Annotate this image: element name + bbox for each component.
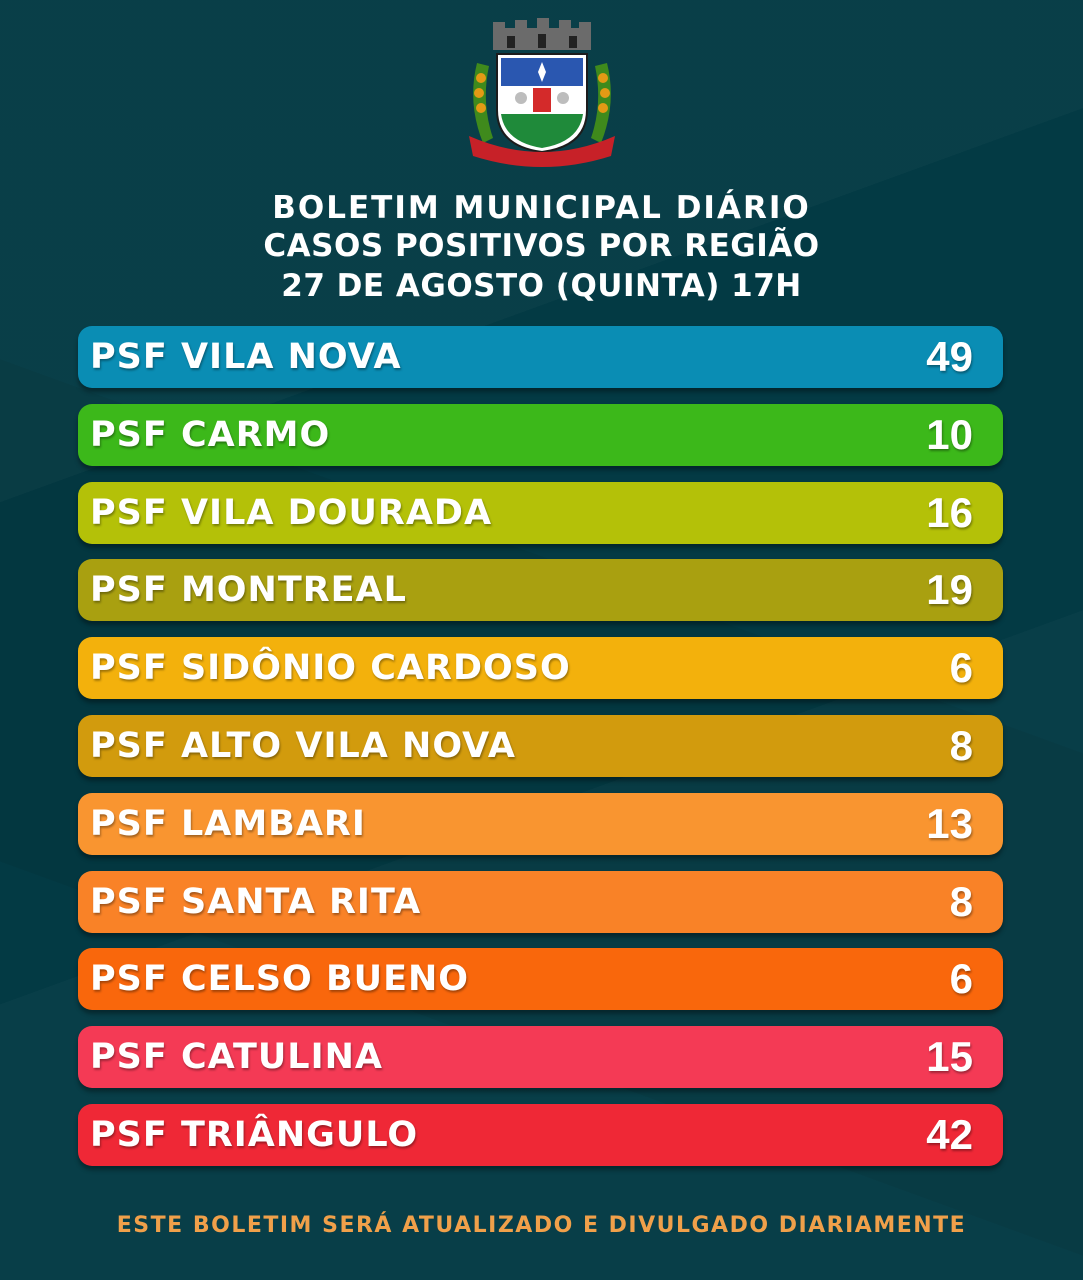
region-value: 8 <box>949 721 973 769</box>
region-label: PSF VILA NOVA <box>90 337 402 377</box>
region-value: 6 <box>949 955 973 1003</box>
region-value: 10 <box>926 410 973 458</box>
region-value: 8 <box>949 877 973 925</box>
region-row: PSF VILA NOVA 49 <box>78 326 1003 388</box>
region-value: 15 <box>926 1033 973 1081</box>
region-value: 42 <box>926 1110 973 1158</box>
title-line-2: CASOS POSITIVOS POR REGIÃO <box>263 228 820 264</box>
region-row: PSF VILA DOURADA 16 <box>78 481 1003 544</box>
title-line-3: 27 DE AGOSTO (QUINTA) 17H <box>281 268 802 304</box>
region-row: PSF TRIÂNGULO 42 <box>78 1103 1003 1166</box>
region-row: PSF CATULINA 15 <box>78 1026 1003 1089</box>
region-row: PSF SANTA RITA 8 <box>78 870 1003 933</box>
region-list: PSF VILA NOVA 49 PSF CARMO 10 PSF VILA DOU… <box>78 326 1003 1182</box>
region-label: PSF MONTREAL <box>90 570 407 611</box>
region-label: PSF TRIÂNGULO <box>90 1114 419 1155</box>
region-row: PSF CELSO BUENO 6 <box>78 948 1003 1011</box>
region-row: PSF CARMO 10 <box>78 403 1003 466</box>
region-label: PSF ALTO VILA NOVA <box>90 725 516 766</box>
region-label: PSF VILA DOURADA <box>90 492 493 533</box>
region-label: PSF SANTA RITA <box>90 881 422 922</box>
title-line-1: BOLETIM MUNICIPAL DIÁRIO <box>272 190 811 226</box>
region-row: PSF MONTREAL 19 <box>78 559 1003 622</box>
region-value: 19 <box>926 566 973 614</box>
region-label: PSF CARMO <box>90 414 331 455</box>
region-row: PSF LAMBARI 13 <box>78 792 1003 855</box>
region-value: 49 <box>926 333 973 380</box>
footer-note: ESTE BOLETIM SERÁ ATUALIZADO E DIVULGADO… <box>116 1213 967 1238</box>
region-label: PSF CATULINA <box>90 1037 384 1078</box>
region-label: PSF CELSO BUENO <box>90 959 470 1000</box>
region-label: PSF LAMBARI <box>90 803 366 844</box>
region-label: PSF SIDÔNIO CARDOSO <box>90 648 571 689</box>
header-titles: BOLETIM MUNICIPAL DIÁRIO CASOS POSITIVOS… <box>0 190 1083 306</box>
city-crest-logo <box>469 18 615 167</box>
region-value: 6 <box>949 644 973 692</box>
region-row: PSF SIDÔNIO CARDOSO 6 <box>78 637 1003 700</box>
region-value: 16 <box>926 488 973 536</box>
region-value: 13 <box>926 799 973 847</box>
region-row: PSF ALTO VILA NOVA 8 <box>78 714 1003 777</box>
